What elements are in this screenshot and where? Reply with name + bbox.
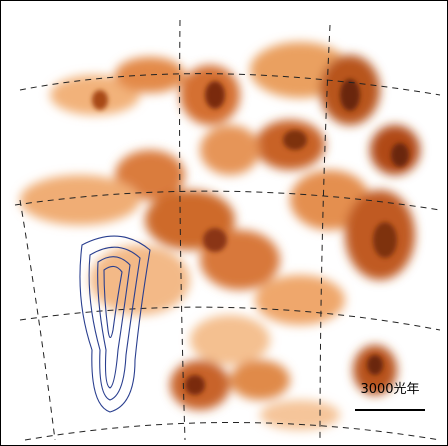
scale-label: 3000光年 [360, 382, 419, 397]
sky-image: 3000光年 [0, 0, 448, 446]
